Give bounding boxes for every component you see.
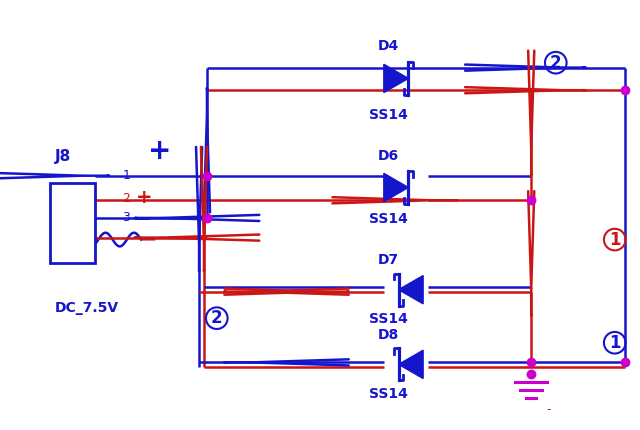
- Text: J8: J8: [54, 148, 71, 163]
- Text: 2: 2: [211, 309, 223, 327]
- Text: D8: D8: [378, 328, 399, 342]
- Text: 1: 1: [609, 334, 621, 352]
- Point: [526, 371, 536, 378]
- Text: 3: 3: [122, 212, 131, 224]
- Text: SS14: SS14: [369, 108, 408, 122]
- Text: -: -: [547, 403, 551, 416]
- Text: +: +: [136, 188, 152, 207]
- Text: −: −: [139, 230, 157, 249]
- Text: 2: 2: [550, 54, 561, 72]
- Bar: [50, 183, 95, 263]
- Polygon shape: [399, 350, 423, 378]
- Point: [202, 172, 212, 179]
- Polygon shape: [384, 173, 408, 202]
- Point: [202, 215, 212, 221]
- Text: D6: D6: [378, 149, 399, 163]
- Text: SS14: SS14: [369, 212, 408, 226]
- Point: [526, 359, 536, 366]
- Text: 2: 2: [122, 192, 131, 205]
- Text: 1: 1: [609, 230, 621, 249]
- Text: SS14: SS14: [369, 312, 408, 326]
- Text: +: +: [148, 137, 172, 165]
- Polygon shape: [399, 276, 423, 304]
- Text: —: —: [133, 210, 149, 228]
- Text: D4: D4: [378, 39, 399, 53]
- Point: [620, 359, 630, 366]
- Point: [620, 87, 630, 94]
- Point: [526, 197, 536, 204]
- Text: 1: 1: [122, 169, 131, 182]
- Text: D7: D7: [378, 253, 399, 267]
- Polygon shape: [384, 64, 408, 92]
- Text: DC_7.5V: DC_7.5V: [54, 301, 119, 315]
- Text: SS14: SS14: [369, 387, 408, 401]
